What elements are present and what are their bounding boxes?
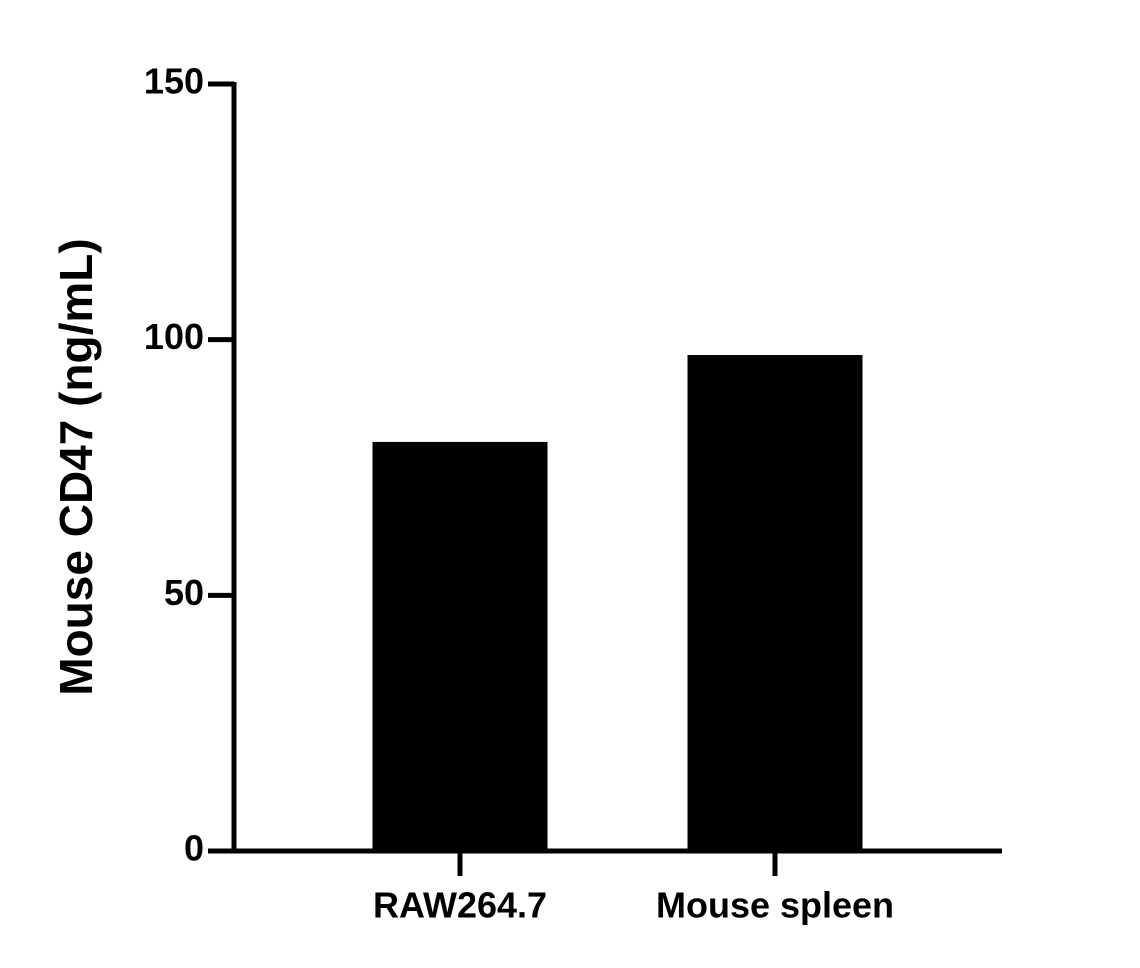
y-tick-label: 100 <box>144 316 204 357</box>
y-axis-title: Mouse CD47 (ng/mL) <box>50 238 102 695</box>
y-tick-label: 0 <box>184 828 204 869</box>
y-tick-label: 50 <box>164 572 204 613</box>
y-tick-label: 150 <box>144 61 204 102</box>
bar <box>687 355 863 851</box>
x-tick-label: Mouse spleen <box>656 885 894 926</box>
bar <box>372 441 548 851</box>
x-tick-label: RAW264.7 <box>373 885 547 926</box>
